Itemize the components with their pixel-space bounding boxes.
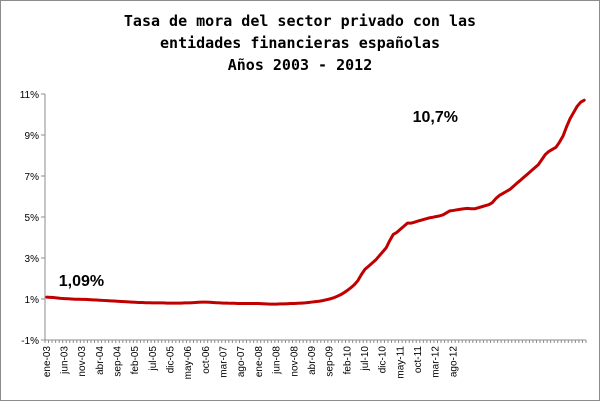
y-tick-label: 9% bbox=[25, 131, 40, 142]
x-tick-label: mar-12 bbox=[431, 346, 442, 378]
y-tick-label: 3% bbox=[25, 254, 40, 265]
x-tick-label: dic-05 bbox=[166, 346, 177, 374]
x-tick-label: oct-06 bbox=[201, 346, 212, 374]
y-tick-label: 1% bbox=[25, 295, 40, 306]
x-tick-label: feb-10 bbox=[342, 346, 353, 375]
y-tick-label: -1% bbox=[21, 336, 39, 347]
chart-title-line-2: entidades financieras españolas bbox=[160, 34, 440, 52]
y-tick-label: 11% bbox=[20, 90, 39, 101]
x-tick-label: nov-08 bbox=[289, 346, 300, 377]
chart-title: Tasa de mora del sector privado con las … bbox=[0, 10, 600, 76]
x-tick-label: ago-07 bbox=[236, 346, 247, 378]
x-tick-label: abr-04 bbox=[95, 346, 106, 375]
x-tick-label: ene-03 bbox=[42, 346, 53, 378]
annotation-end-value: 10,7% bbox=[413, 109, 458, 126]
series-line bbox=[45, 98, 586, 306]
x-tick-label: sep-04 bbox=[112, 346, 123, 377]
y-tick-label: 7% bbox=[25, 172, 40, 183]
x-tick-label: jun-08 bbox=[272, 346, 283, 375]
chart-title-line-3: Años 2003 - 2012 bbox=[227, 56, 373, 74]
x-tick-label: may-06 bbox=[183, 346, 194, 380]
x-tick-label: dic-10 bbox=[378, 346, 389, 374]
y-tick-labels: -1% 1% 3% 5% 7% 9% 11% bbox=[20, 90, 39, 347]
x-tick-label: may-11 bbox=[395, 346, 406, 379]
x-tick-label: nov-03 bbox=[77, 346, 88, 377]
x-tick-label: ene-08 bbox=[254, 346, 265, 378]
x-tick-label: abr-09 bbox=[307, 346, 318, 375]
x-tick-label: oct-11 bbox=[413, 346, 424, 373]
x-tick-label: jul-05 bbox=[148, 346, 159, 372]
x-tick-label: mar-07 bbox=[219, 346, 230, 378]
x-tick-label: jun-03 bbox=[59, 346, 70, 375]
x-tick-label: jul-10 bbox=[360, 346, 371, 372]
annotations: 1,09% 10,7% bbox=[59, 109, 458, 290]
axes bbox=[41, 93, 587, 343]
x-tick-label: ago-12 bbox=[448, 346, 459, 378]
chart-title-line-1: Tasa de mora del sector privado con las bbox=[123, 12, 477, 30]
x-tick-label: sep-09 bbox=[325, 346, 336, 377]
x-tick-labels: ene-03 jun-03 nov-03 abr-04 sep-04 feb-05 jul-… bbox=[42, 346, 460, 380]
x-tick-label: feb-05 bbox=[130, 346, 141, 375]
series-group bbox=[45, 98, 586, 306]
annotation-start-value: 1,09% bbox=[59, 273, 104, 290]
y-tick-label: 5% bbox=[25, 213, 40, 224]
